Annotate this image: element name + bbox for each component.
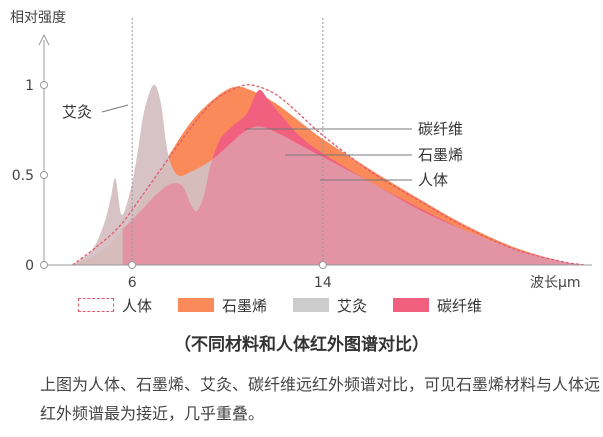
- y-tick-mark: [40, 171, 48, 179]
- y-tick-label: 0.5: [12, 168, 34, 184]
- legend-label-moxa: 艾灸: [337, 296, 368, 315]
- axis-ticks: 0 0.5 1 6 14: [12, 18, 592, 290]
- y-axis-label: 相对强度: [10, 10, 66, 26]
- legend-item-moxa: 艾灸: [293, 295, 367, 316]
- legend-item-human: 人体: [78, 295, 152, 316]
- overlay-area: [72, 84, 585, 265]
- annotation-label: 艾灸: [62, 103, 92, 121]
- legend-item-graphene: 石墨烯: [178, 295, 267, 316]
- x-axis-label: 波长μm: [530, 275, 581, 290]
- annotation-label: 人体: [418, 171, 448, 189]
- chart-description: 上图为人体、石墨烯、艾灸、碳纤维远红外频谱对比，可见石墨烯材料与人体远红外频谱最…: [40, 375, 601, 423]
- chart-subtitle: （不同材料和人体红外图谱对比）: [174, 335, 429, 355]
- y-tick-label: 1: [25, 78, 34, 94]
- x-tick-label: 14: [314, 275, 332, 290]
- legend-swatch-carbon-fiber: [393, 298, 430, 312]
- y-tick-mark: [40, 261, 48, 269]
- annotation-label: 石墨烯: [418, 146, 463, 164]
- legend-swatch-graphene: [178, 298, 215, 312]
- annotation-label: 碳纤维: [418, 120, 463, 138]
- annotation-leader: [101, 104, 129, 113]
- y-tick-label: 0: [25, 258, 34, 274]
- legend-item-carbon-fiber: 碳纤维: [393, 295, 482, 316]
- legend: 人体 石墨烯 艾灸 碳纤维: [78, 292, 578, 318]
- y-axis-arrow: [38, 33, 50, 46]
- plot-area: [72, 84, 586, 266]
- legend-label-carbon-fiber: 碳纤维: [437, 296, 483, 315]
- legend-swatch-moxa: [293, 298, 330, 312]
- x-tick-mark: [318, 261, 327, 269]
- series-line-人体: [72, 84, 586, 266]
- x-tick-mark: [128, 261, 137, 269]
- legend-label-human: 人体: [122, 296, 153, 315]
- legend-label-graphene: 石墨烯: [222, 296, 268, 315]
- x-tick-label: 6: [128, 275, 137, 290]
- legend-swatch-human: [78, 298, 114, 312]
- y-tick-mark: [40, 81, 48, 89]
